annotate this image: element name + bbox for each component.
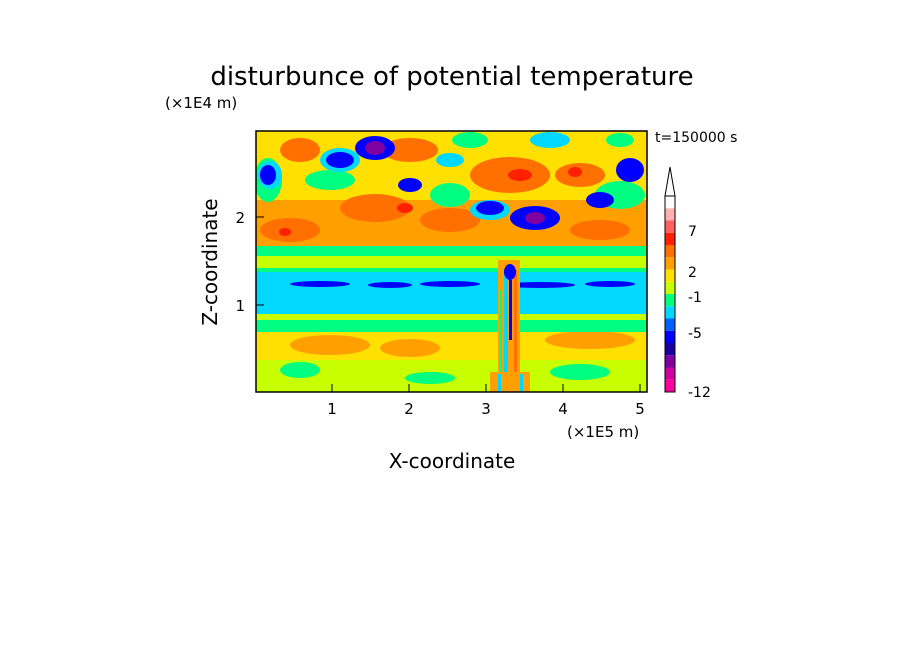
y-axis-title: Z-coordinate: [198, 198, 222, 325]
chart-title: disturbunce of potential temperature: [210, 62, 693, 92]
x-tick-label: 3: [481, 400, 491, 418]
time-label: t=150000 s: [655, 130, 737, 146]
colorbar-label: 2: [688, 265, 697, 281]
colorbar-frame: [664, 195, 676, 393]
colorbar-cell: [665, 257, 675, 270]
colorbar-cell: [665, 379, 675, 392]
x-tick-label: 1: [327, 400, 337, 418]
x-axis-title: X-coordinate: [389, 449, 516, 473]
colorbar-label: -1: [688, 290, 702, 306]
x-axis: 1 2 3 4 5 (×1E5 m) X-coordinate: [327, 384, 645, 473]
colorbar-cell: [665, 196, 675, 209]
colorbar-cell: [665, 355, 675, 368]
colorbar: 7 2 -1 -5 -12: [664, 166, 711, 401]
colorbar-label: -12: [688, 385, 711, 401]
colorbar-cell: [665, 208, 675, 221]
colorbar-cell: [665, 220, 675, 233]
colorbar-cell: [665, 343, 675, 356]
y-axis: 1 2 Z-coordinate: [198, 198, 264, 326]
colorbar-cell: [665, 232, 675, 245]
contour-field: [256, 131, 647, 392]
y-tick-label: 2: [235, 209, 245, 227]
colorbar-cell: [665, 367, 675, 380]
colorbar-arrow: [664, 166, 676, 197]
x-tick-label: 2: [404, 400, 414, 418]
y-tick-label: 1: [235, 297, 245, 315]
x-tick-label: 4: [558, 400, 568, 418]
plot-frame: [255, 130, 648, 393]
x-tick-label: 5: [635, 400, 645, 418]
colorbar-cell: [665, 330, 675, 343]
colorbar-cell: [665, 294, 675, 307]
x-unit-label: (×1E5 m): [567, 423, 639, 441]
colorbar-cell: [665, 318, 675, 331]
colorbar-label: -5: [688, 326, 702, 342]
colorbar-label: 7: [688, 224, 697, 240]
colorbar-cell: [665, 245, 675, 258]
colorbar-cell: [665, 306, 675, 319]
colorbar-cell: [665, 281, 675, 294]
y-unit-label: (×1E4 m): [165, 94, 237, 112]
colorbar-cell: [665, 269, 675, 282]
